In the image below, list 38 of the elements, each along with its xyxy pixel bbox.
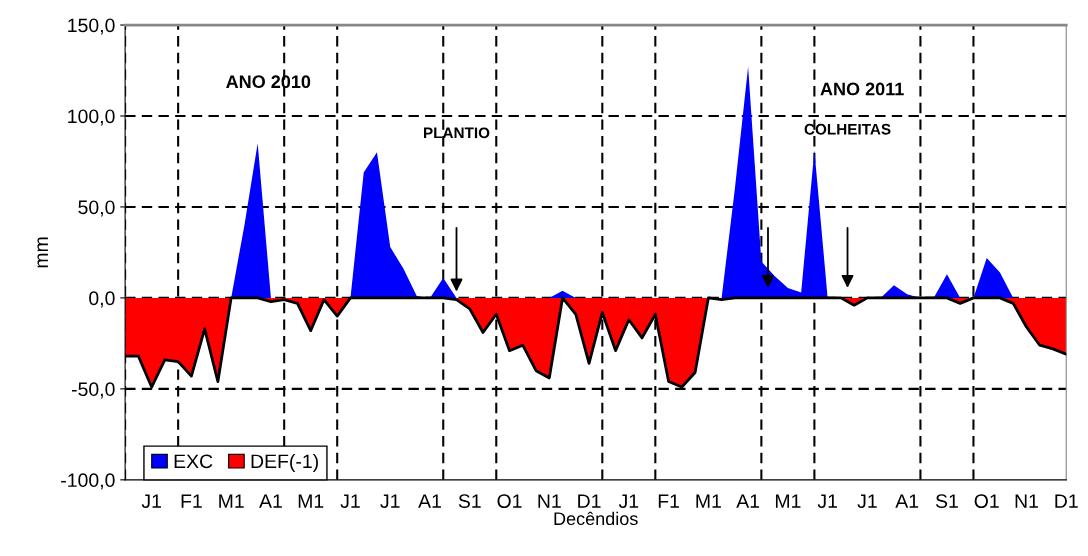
- y-tick-label: -100,0: [61, 473, 115, 490]
- x-tick-label: S1: [458, 494, 481, 508]
- annotation: COLHEITAS: [804, 123, 891, 135]
- y-tick-label: 50,0: [78, 200, 115, 217]
- x-tick-label: D1: [578, 494, 601, 508]
- annotation: ANO 2010: [226, 75, 311, 89]
- x-tick-label: F1: [658, 494, 679, 508]
- x-tick-label: F1: [181, 494, 202, 508]
- x-axis-title: Decêndios: [554, 511, 638, 526]
- x-tick-label: J1: [380, 494, 400, 508]
- x-tick-label: J1: [857, 494, 877, 508]
- x-tick-label: N1: [538, 494, 561, 508]
- x-tick-label: J1: [817, 494, 837, 508]
- x-tick-label: A1: [895, 494, 919, 508]
- x-tick-label: D1: [1055, 494, 1078, 508]
- legend-label: EXC: [174, 454, 213, 469]
- x-tick-label: A1: [259, 494, 282, 508]
- y-tick-label: 150,0: [68, 18, 115, 35]
- x-tick-label: M1: [298, 494, 324, 508]
- y-tick-label: 0,0: [89, 291, 115, 308]
- x-tick-label: J1: [618, 494, 639, 508]
- y-axis-title: mm: [37, 237, 48, 268]
- x-tick-label: S1: [935, 494, 958, 508]
- x-tick-label: M1: [696, 494, 721, 508]
- annotation: ANO 2011: [820, 82, 904, 96]
- x-tick-label: A1: [418, 494, 441, 508]
- x-tick-label: A1: [736, 494, 760, 508]
- x-tick-label: O1: [497, 494, 522, 508]
- y-tick-label: -50,0: [71, 382, 115, 399]
- x-tick-label: M1: [775, 494, 801, 508]
- y-tick-label: 100,0: [68, 109, 115, 126]
- x-tick-label: J1: [340, 494, 360, 508]
- x-tick-label: O1: [974, 494, 999, 508]
- annotation: PLANTIO: [424, 127, 490, 139]
- x-tick-label: N1: [1015, 494, 1038, 508]
- legend-label: DEF(-1): [251, 453, 318, 473]
- x-tick-label: J1: [141, 494, 161, 508]
- x-tick-label: M1: [219, 494, 244, 508]
